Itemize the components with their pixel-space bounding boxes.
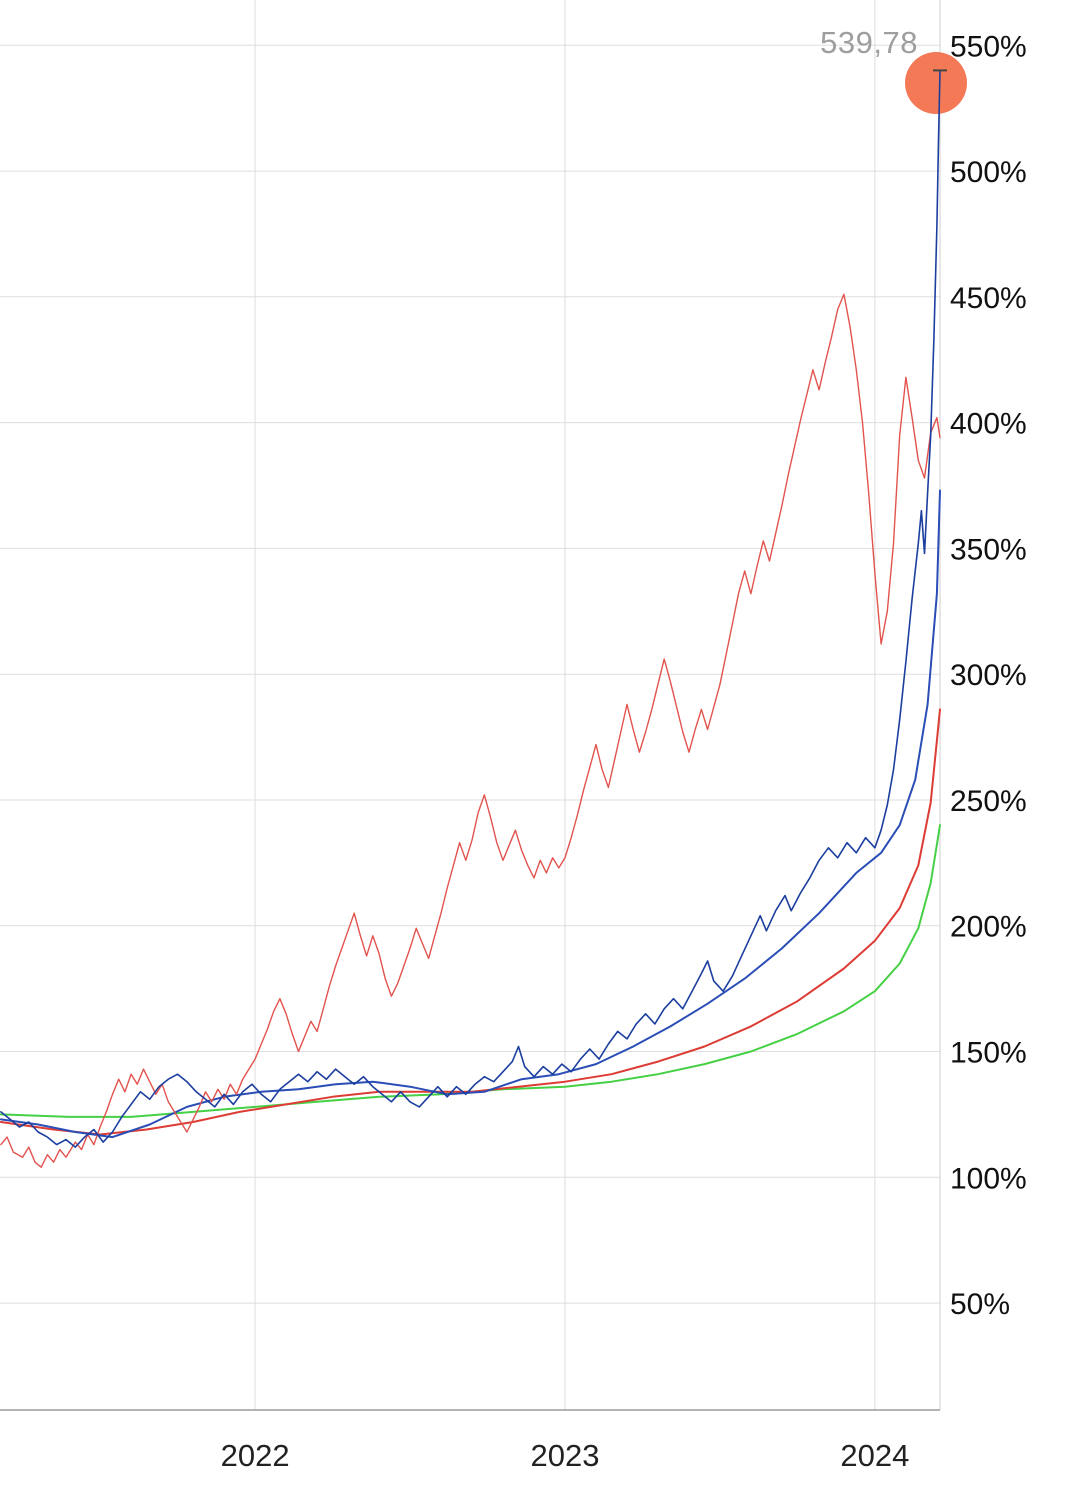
y-axis-label: 200% xyxy=(950,911,1027,944)
last-value-label: 539,78 xyxy=(820,25,918,60)
gridlines xyxy=(0,0,941,1411)
y-axis-label: 50% xyxy=(950,1288,1010,1321)
last-price-highlight-marker xyxy=(905,52,967,114)
y-axis-label: 350% xyxy=(950,533,1027,566)
y-axis-label: 250% xyxy=(950,785,1027,818)
series-main-price xyxy=(0,69,941,1148)
x-axis-label: 2024 xyxy=(840,1438,909,1473)
y-axis-label: 400% xyxy=(950,408,1027,441)
x-axis-label: 2023 xyxy=(531,1438,600,1473)
x-axis-labels: 2022 2023 2024 xyxy=(221,1438,910,1473)
y-axis-label: 300% xyxy=(950,659,1027,692)
series-ma-100 xyxy=(0,708,941,1136)
series-lines xyxy=(0,52,967,1168)
y-axis-labels: 50% 100% 150% 200% 250% 300% 350% 400% 450% 500% 5… xyxy=(950,30,1027,1321)
y-axis-label: 550% xyxy=(950,30,1027,63)
y-axis-label: 150% xyxy=(950,1037,1027,1070)
x-axis-label: 2022 xyxy=(221,1438,290,1473)
series-comparison-price xyxy=(0,293,941,1168)
y-axis-label: 500% xyxy=(950,156,1027,189)
y-axis-label: 100% xyxy=(950,1162,1027,1195)
y-axis-label: 450% xyxy=(950,282,1027,315)
series-ma-200 xyxy=(0,824,941,1118)
series-ma-50 xyxy=(0,489,941,1139)
